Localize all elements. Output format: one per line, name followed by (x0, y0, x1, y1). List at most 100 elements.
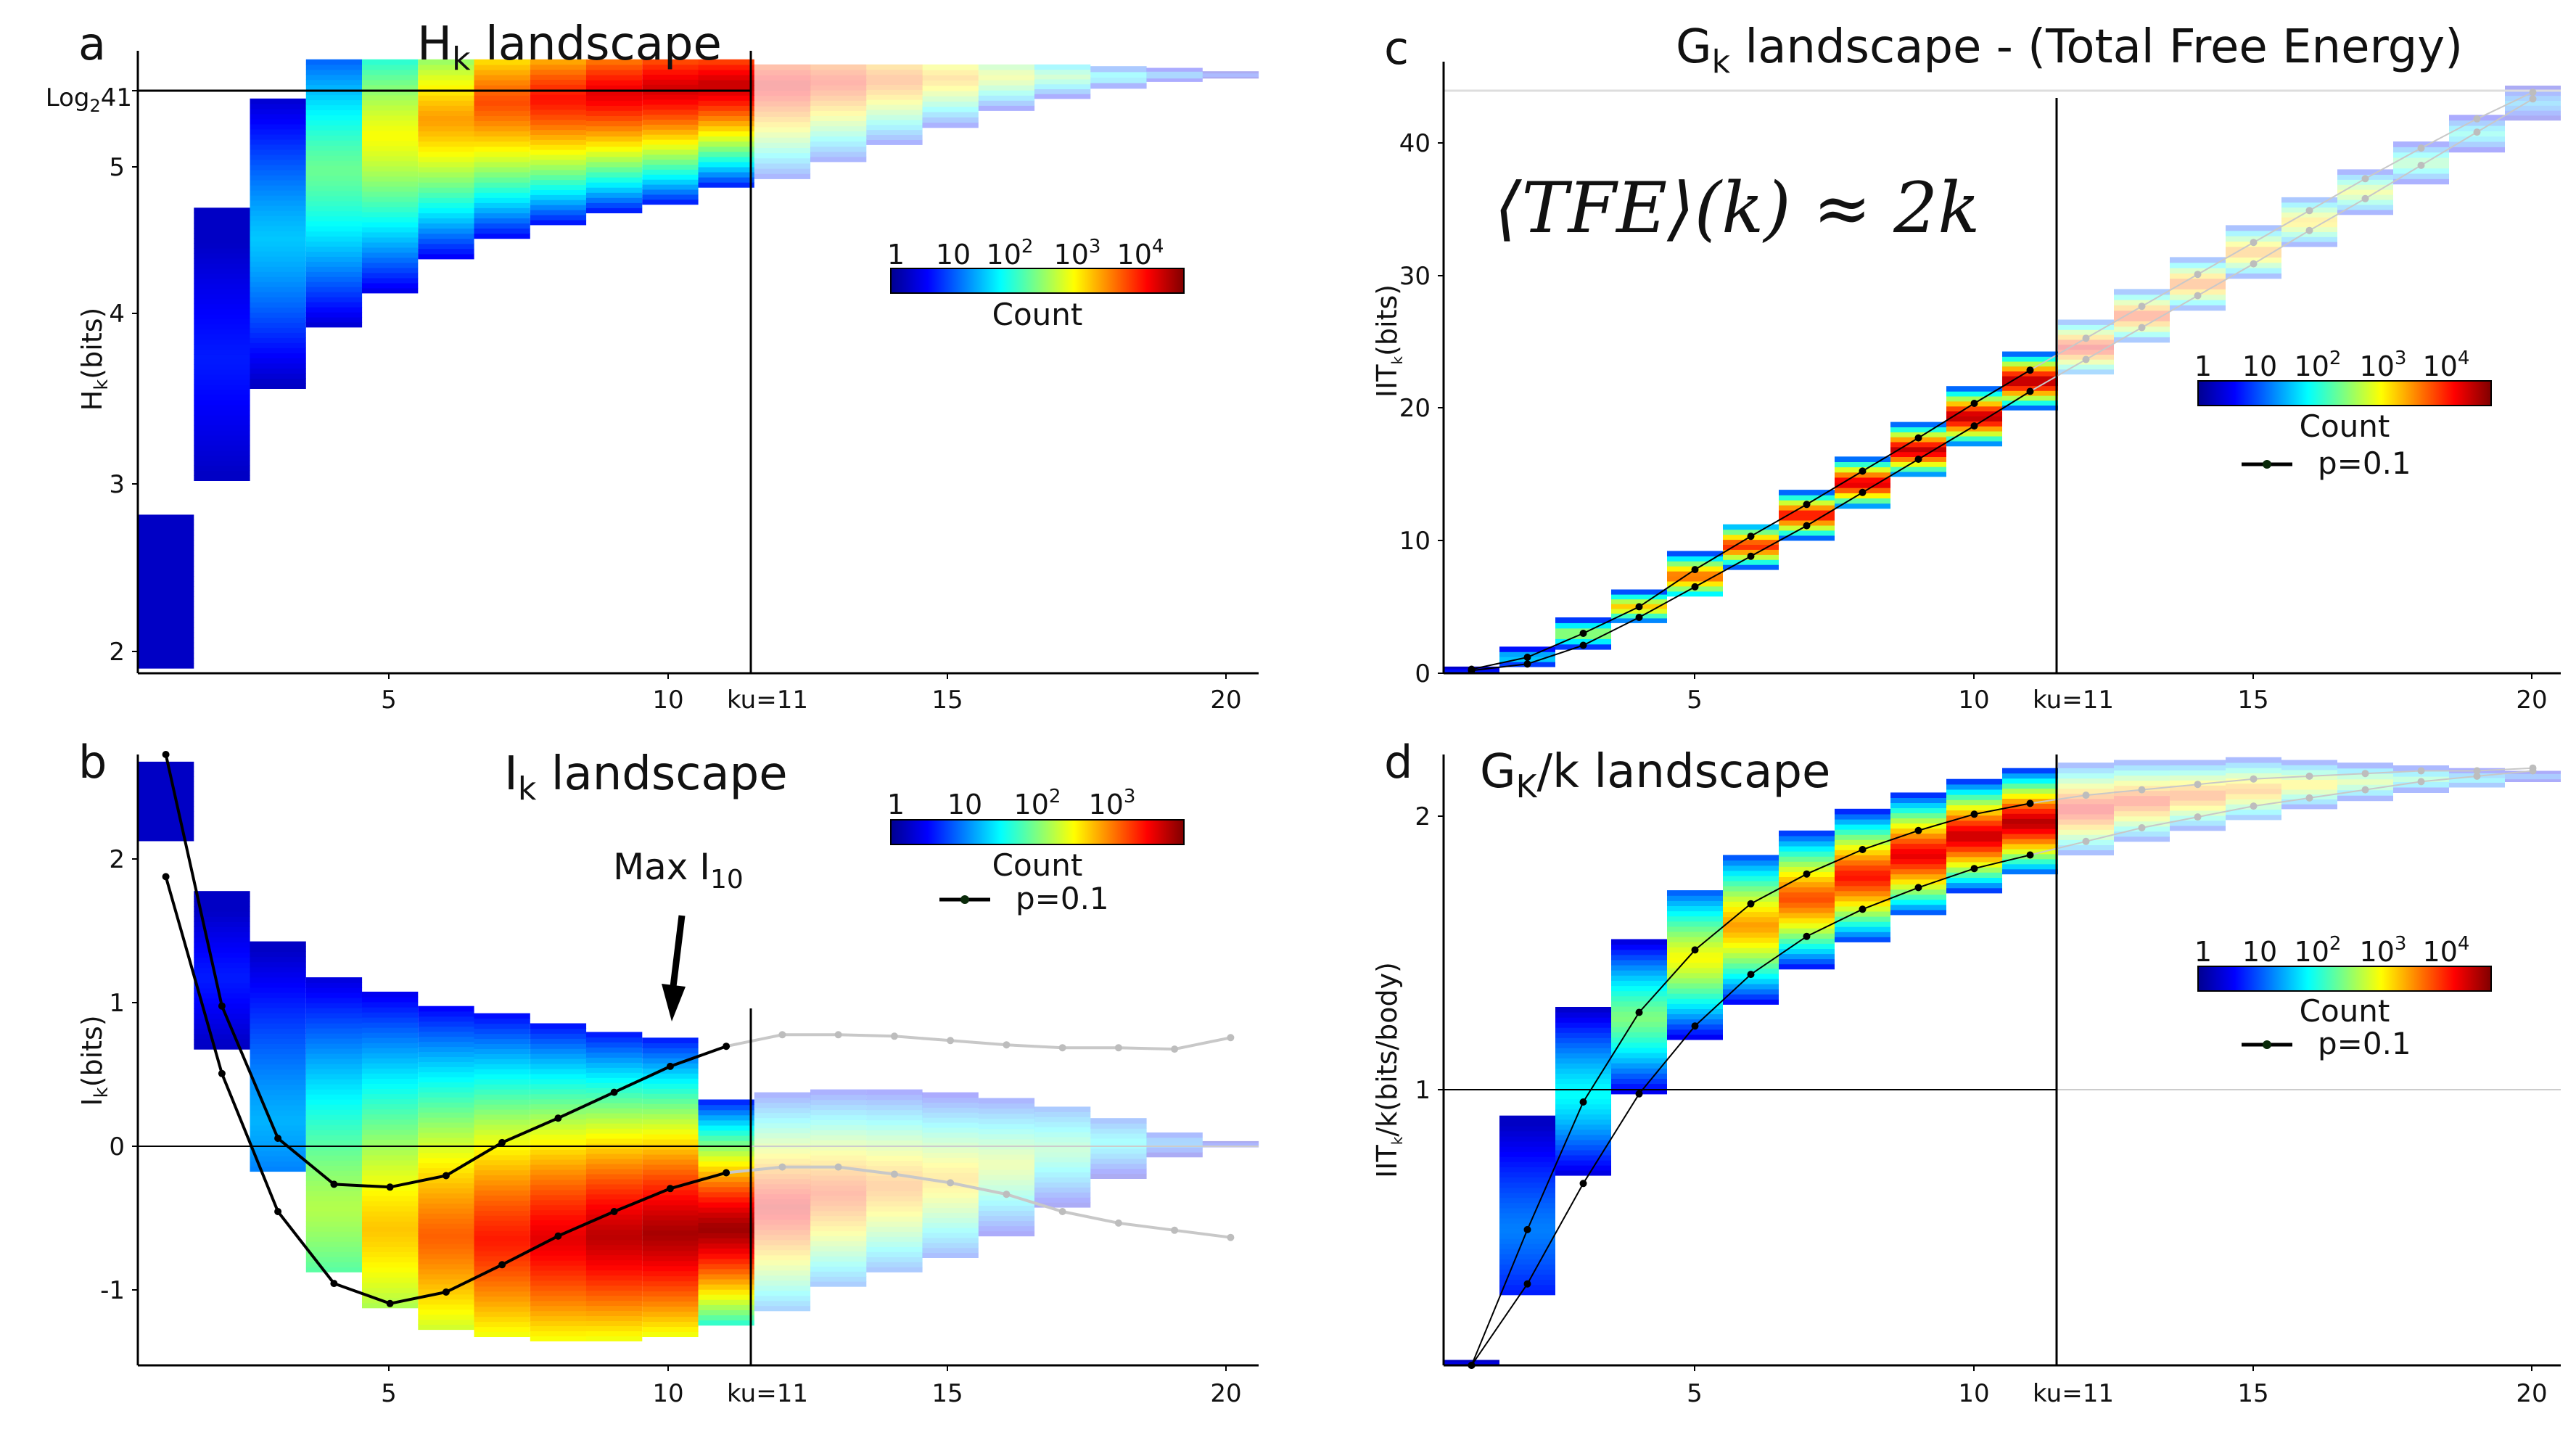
panel-d-cell (1611, 1083, 1667, 1090)
panel-c-yticks: 0 10 20 30 40 (1399, 129, 1444, 688)
panel-a-cell (418, 105, 474, 111)
panel-b-cell (530, 1184, 587, 1191)
panel-b-cell (698, 1309, 754, 1315)
panel-b-cell (698, 1161, 754, 1167)
panel-b-cell (586, 1295, 643, 1302)
panel-b-cell (305, 1211, 363, 1217)
panel-a-cell (418, 156, 474, 163)
panel-b-cell (418, 1011, 474, 1017)
panel-c-cell (2337, 204, 2393, 210)
panel-a-cell (474, 64, 530, 70)
panel-c-cell (2114, 294, 2170, 300)
panel-b-xtick-10: 10 (652, 1379, 683, 1408)
panel-b-cell (474, 1154, 530, 1161)
panel-b-series-0-point (554, 1114, 562, 1122)
panel-a-cell (362, 287, 419, 294)
panel-b-cell (194, 1034, 250, 1040)
panel-b-cell (530, 1310, 587, 1317)
panel-b-ytick-1: 1 (109, 989, 125, 1018)
panel-b-series-1-point (1114, 1219, 1122, 1227)
panel-b-cell (698, 1146, 754, 1151)
panel-a-cell (250, 170, 306, 176)
panel-a-cell (362, 206, 419, 213)
panel-b-cell (474, 1074, 530, 1080)
panel-d-cell (1611, 949, 1667, 955)
panel-c-cell (2505, 100, 2561, 106)
panel-b-cell (305, 1084, 363, 1090)
panel-b-cell (530, 1043, 587, 1049)
panel-d-cell (2002, 863, 2058, 870)
panel-b-cell (586, 1158, 643, 1164)
panel-b-cell (362, 1277, 419, 1283)
panel-b-cell (418, 1249, 474, 1254)
panel-b-cell (642, 1260, 699, 1267)
panel-c-cell (2449, 141, 2505, 147)
panel-a-cell (922, 101, 979, 107)
panel-a-column-k10 (642, 59, 699, 205)
panel-a-cell (194, 465, 250, 472)
panel-a-cell (305, 104, 363, 110)
panel-a-cell (866, 79, 923, 85)
panel-b-cell (586, 1183, 643, 1190)
panel-b-cell (530, 1159, 587, 1165)
panel-c-cell (2281, 217, 2337, 223)
panel-b-cell (642, 1124, 699, 1130)
panel-a-cell (530, 74, 587, 80)
panel-b-cell (530, 1204, 587, 1211)
panel-b-cell (922, 1232, 979, 1238)
panel-a-cell (586, 182, 643, 188)
panel-a-cell (305, 190, 363, 197)
panel-b-cell (754, 1244, 811, 1251)
panel-c-cell (1555, 617, 1611, 623)
panel-b-cell (305, 1033, 363, 1039)
panel-b-cell (194, 896, 250, 902)
panel-b-cell (194, 992, 250, 999)
panel-c-title: Gk landscape - (Total Free Energy) (1676, 20, 2463, 81)
panel-d-cell (2114, 836, 2170, 842)
panel-b-cell (305, 1099, 363, 1105)
panel-b-cell (474, 1220, 530, 1226)
panel-a-cell (698, 151, 754, 157)
panel-a-cell (1034, 64, 1091, 70)
panel-b-cell (810, 1170, 867, 1176)
panel-b-cell (1034, 1202, 1091, 1208)
panel-d-cell (1779, 866, 1835, 872)
panel-d-cell (1779, 943, 1835, 949)
panel-a-cell (810, 120, 867, 127)
panel-d-cell (1555, 1022, 1611, 1028)
panel-b-cell (810, 1200, 867, 1206)
panel-a-cell (194, 228, 250, 234)
panel-a-cell (418, 218, 474, 224)
panel-a-cb-tick-0: 1 (887, 239, 905, 271)
panel-c-cell (2114, 316, 2170, 321)
panel-a-cell (194, 223, 250, 229)
panel-b-cell (530, 1270, 587, 1276)
panel-c-cell (2449, 120, 2505, 126)
panel-b-cell (418, 1183, 474, 1189)
panel-d-cell (2170, 810, 2226, 816)
panel-a-cell (1202, 76, 1259, 79)
panel-b-cell (194, 926, 250, 932)
panel-a-cell (586, 59, 643, 65)
panel-d-cell (1611, 1037, 1667, 1043)
panel-a-cell (362, 247, 419, 253)
panel-b-heatmap (138, 761, 1259, 1341)
panel-b-cell (418, 1051, 474, 1057)
panel-a-cell (250, 128, 306, 135)
panel-b-cell (642, 1179, 699, 1185)
panel-b-cell (978, 1159, 1035, 1165)
panel-d-column-k16 (2281, 760, 2337, 810)
panel-b-legend-label: p=0.1 (1016, 881, 1109, 916)
panel-b-cell (922, 1242, 979, 1249)
panel-d-cell (1611, 1042, 1667, 1048)
panel-b-cell (642, 1331, 699, 1337)
panel-b-cell (362, 1083, 419, 1089)
panel-c-cell (1890, 427, 1946, 432)
panel-d-cell (1499, 1115, 1555, 1122)
panel-b-cell (1090, 1168, 1147, 1175)
panel-b-cell (810, 1235, 867, 1241)
panel-b-cell (1034, 1106, 1091, 1112)
panel-b-cell (754, 1102, 811, 1109)
panel-d-cell (2058, 850, 2114, 856)
panel-b-cell (362, 1088, 419, 1095)
